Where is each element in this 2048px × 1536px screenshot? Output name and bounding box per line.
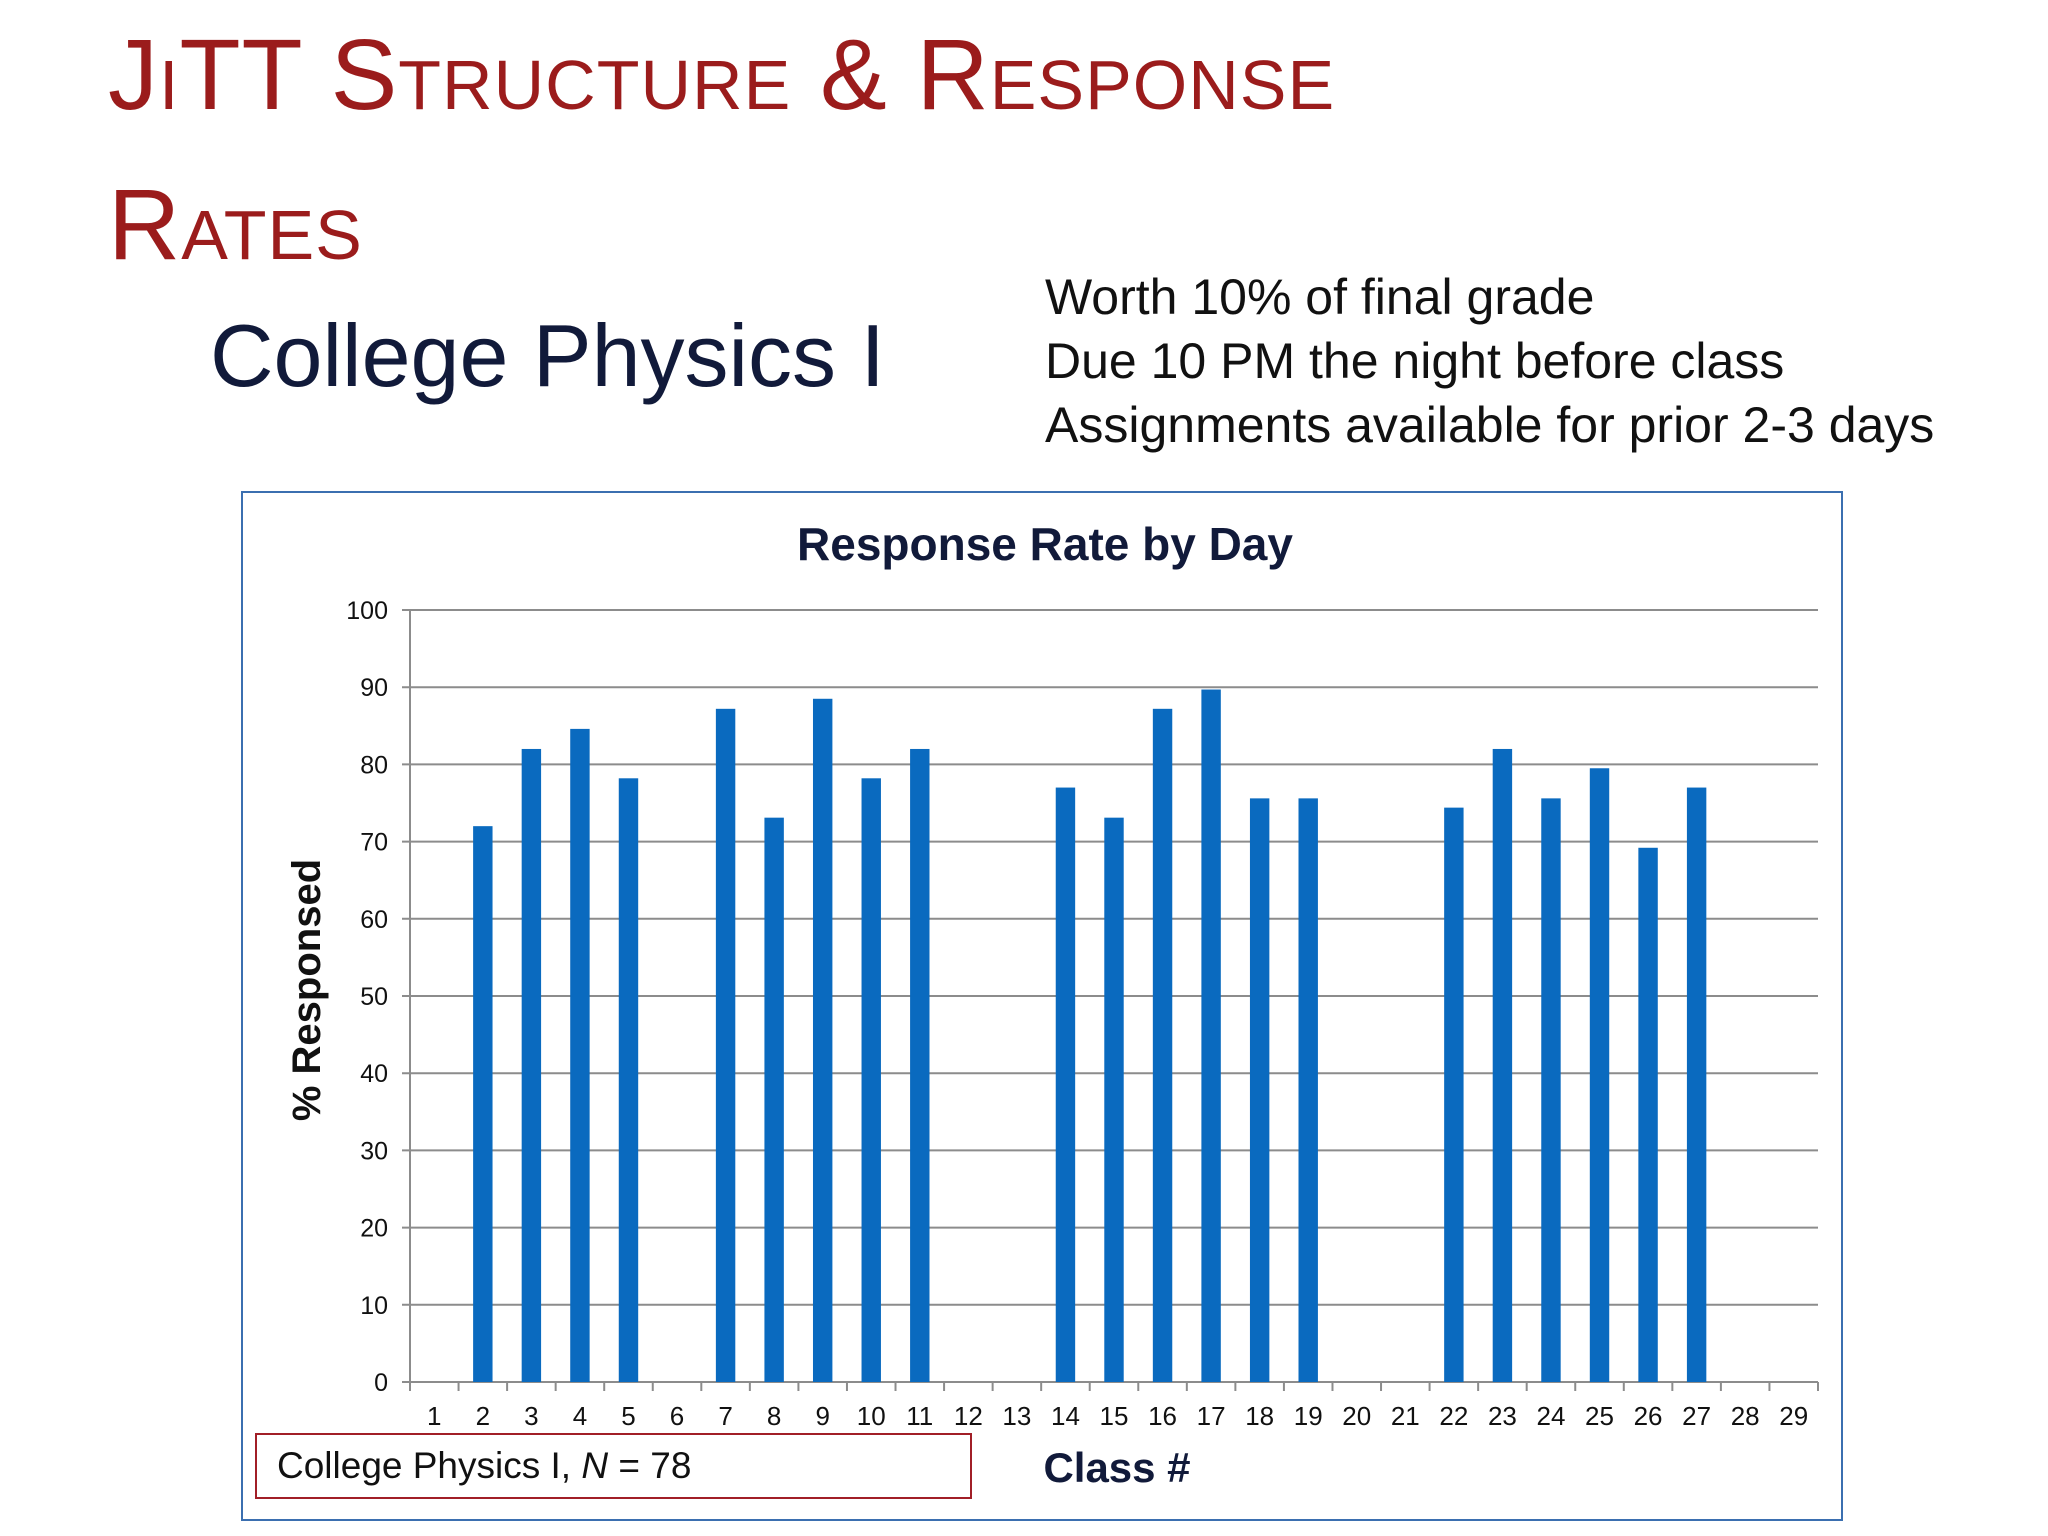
slide-title-line-2: Rates: [108, 169, 363, 281]
info-due: Due 10 PM the night before class: [1045, 333, 1785, 389]
info-availability: Assignments available for prior 2-3 days: [1045, 397, 1935, 453]
info-weight: Worth 10% of final grade: [1045, 269, 1595, 325]
sample-note-n: N: [581, 1445, 609, 1486]
chart-frame: [241, 491, 1843, 1521]
sample-note-suffix: = 78: [608, 1445, 692, 1486]
assignment-info: Worth 10% of final grade Due 10 PM the n…: [1045, 265, 1934, 457]
slide-title-line-1: JiTT Structure & Response: [108, 19, 1336, 131]
course-name: College Physics I: [210, 306, 885, 405]
sample-note-prefix: College Physics I,: [277, 1445, 582, 1486]
sample-size-note: College Physics I, N = 78: [255, 1433, 972, 1499]
slide-title: JiTT Structure & Response Rates: [108, 0, 2008, 300]
